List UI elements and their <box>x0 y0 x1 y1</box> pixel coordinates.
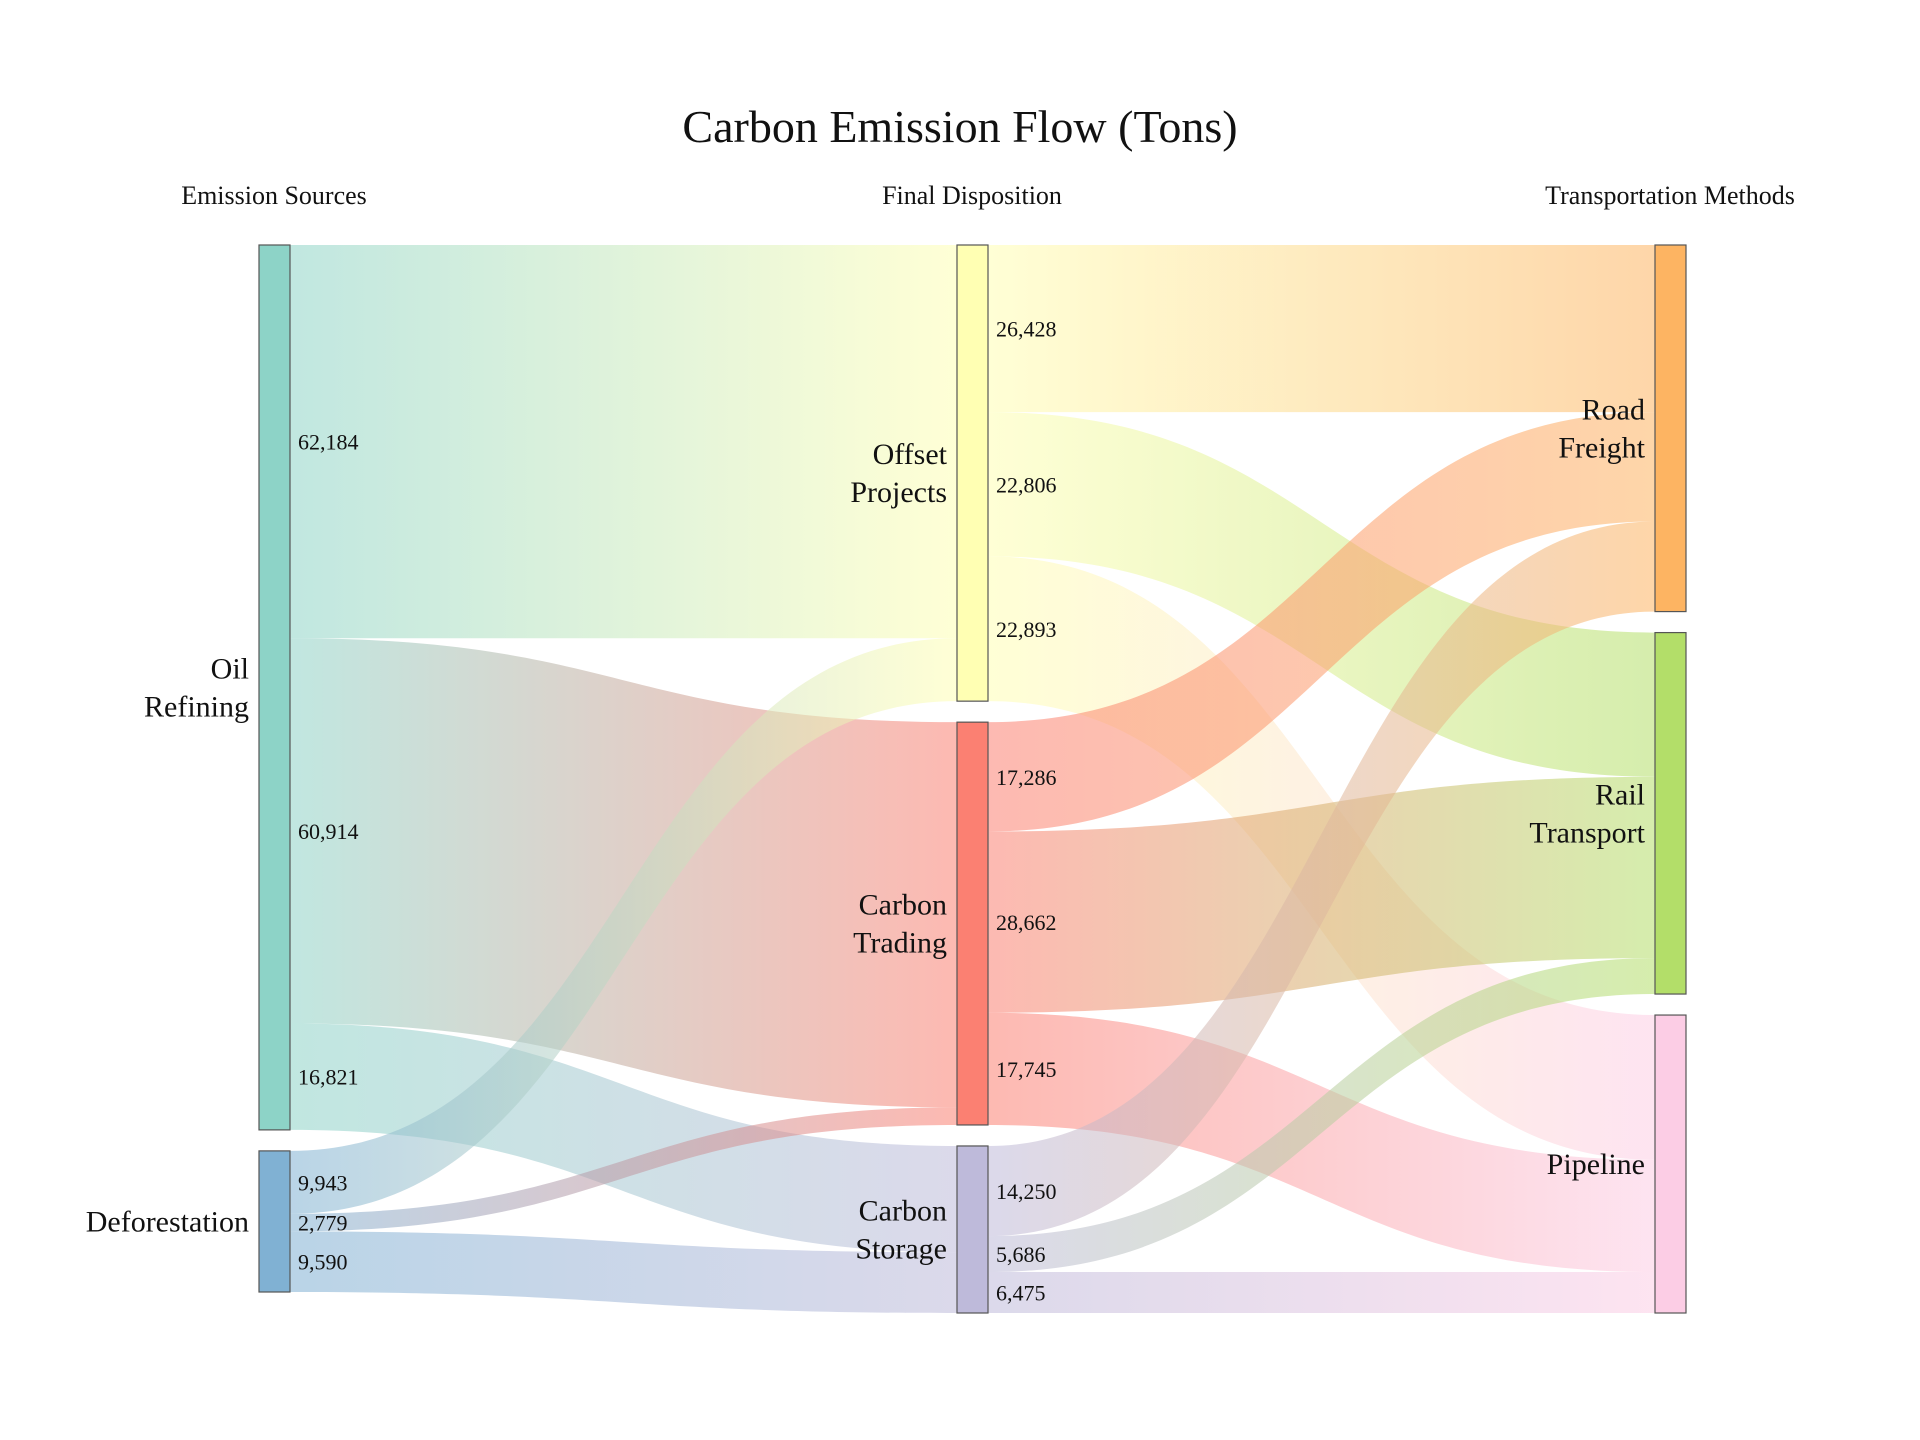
link-def-to-sto[interactable] <box>290 1231 957 1313</box>
node-offset-projects[interactable] <box>956 244 989 702</box>
link-trd-to-road[interactable] <box>988 412 1655 832</box>
chart-title: Carbon Emission Flow (Tons) <box>682 101 1237 152</box>
node-label-oil-refining-line-2: Refining <box>144 690 249 723</box>
node-label-offset-projects-line-1: Offset <box>873 438 948 471</box>
node-label-deforestation-line-1: Deforestation <box>86 1205 249 1238</box>
value-label-off-to-road: 26,428 <box>996 317 1057 342</box>
value-label-oil-to-off: 62,184 <box>298 430 359 455</box>
node-label-road-freight-line-2: Freight <box>1558 431 1645 464</box>
node-label-road-freight-line-1: Road <box>1582 393 1645 426</box>
node-carbon-storage[interactable] <box>956 1145 989 1314</box>
column-header-final-disposition: Final Disposition <box>882 181 1062 210</box>
value-label-sto-to-road: 14,250 <box>996 1179 1057 1204</box>
link-sto-to-rail[interactable] <box>988 958 1655 1273</box>
link-trd-to-pipe[interactable] <box>988 1012 1655 1273</box>
node-label-carbon-trading-line-1: Carbon <box>859 889 947 922</box>
column-header-transportation-methods: Transportation Methods <box>1545 181 1795 210</box>
column-header-emission-sources: Emission Sources <box>181 181 367 210</box>
node-label-carbon-trading-line-2: Trading <box>853 927 947 960</box>
value-label-def-to-sto: 9,590 <box>298 1250 348 1275</box>
link-def-to-off[interactable] <box>290 638 957 1214</box>
link-def-to-trd[interactable] <box>290 1107 957 1232</box>
nodes-layer <box>258 244 1687 1314</box>
value-label-trd-to-road: 17,286 <box>996 765 1057 790</box>
link-sto-to-road[interactable] <box>988 521 1655 1237</box>
value-label-def-to-off: 9,943 <box>298 1170 348 1195</box>
node-label-rail-transport-line-2: Transport <box>1529 816 1645 849</box>
value-label-trd-to-rail: 28,662 <box>996 910 1057 935</box>
value-label-def-to-trd: 2,779 <box>298 1211 348 1236</box>
node-road-freight[interactable] <box>1654 244 1687 613</box>
node-carbon-trading[interactable] <box>956 721 989 1126</box>
labels-layer: Oil Refining Deforestation Offset Projects Ca… <box>86 317 1646 1306</box>
value-label-off-to-rail: 22,806 <box>996 472 1057 497</box>
value-label-trd-to-pipe: 17,745 <box>996 1057 1057 1082</box>
link-sto-to-pipe[interactable] <box>988 1272 1655 1313</box>
value-label-sto-to-pipe: 6,475 <box>996 1281 1046 1306</box>
value-label-oil-to-sto: 16,821 <box>298 1065 359 1090</box>
node-label-pipeline-line-1: Pipeline <box>1547 1148 1645 1181</box>
node-label-offset-projects-line-2: Projects <box>850 476 947 509</box>
link-oil-to-off[interactable] <box>290 245 957 639</box>
node-label-rail-transport-line-1: Rail <box>1595 778 1645 811</box>
value-label-sto-to-rail: 5,686 <box>996 1242 1046 1267</box>
node-label-carbon-storage-line-2: Storage <box>855 1232 947 1265</box>
value-label-oil-to-trd: 60,914 <box>298 819 359 844</box>
link-oil-to-sto[interactable] <box>290 1023 957 1253</box>
links-layer <box>290 245 1655 1313</box>
link-oil-to-trd[interactable] <box>290 638 957 1108</box>
node-label-oil-refining-line-1: Oil <box>211 652 249 685</box>
node-pipeline[interactable] <box>1654 1014 1687 1314</box>
node-label-carbon-storage-line-1: Carbon <box>859 1194 947 1227</box>
node-deforestation[interactable] <box>258 1150 291 1293</box>
node-oil-refining[interactable] <box>258 244 291 1131</box>
value-label-off-to-pipe: 22,893 <box>996 617 1057 642</box>
link-off-to-road[interactable] <box>988 245 1655 413</box>
node-rail-transport[interactable] <box>1654 631 1687 995</box>
